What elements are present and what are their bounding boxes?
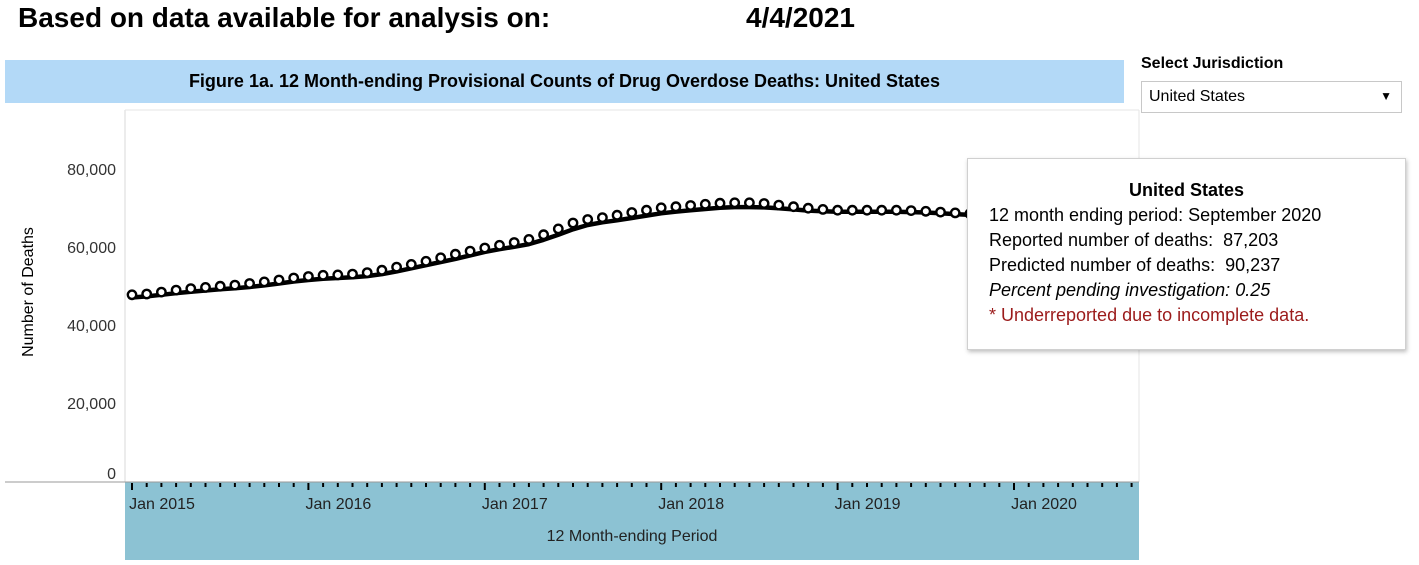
series-predicted-point: [626, 207, 638, 218]
series-predicted-point: [935, 206, 946, 218]
series-predicted-point: [435, 252, 447, 264]
series-predicted-point: [464, 245, 476, 257]
series-predicted-point: [449, 248, 461, 260]
x-tick-label: Jan 2016: [305, 496, 371, 513]
tooltip-pending-label: Percent pending investigation:: [989, 280, 1231, 300]
series-predicted-point: [229, 279, 241, 291]
series-predicted-point: [567, 217, 579, 229]
series-predicted-point: [214, 280, 226, 292]
y-tick-label: 60,000: [67, 240, 116, 257]
y-tick-label: 80,000: [67, 162, 116, 179]
series-predicted-point: [832, 204, 843, 216]
y-tick-label: 0: [107, 466, 116, 483]
series-predicted-point: [479, 242, 491, 254]
x-axis-title: 12 Month-ending Period: [547, 528, 718, 545]
series-predicted-point: [655, 202, 667, 214]
series-predicted-point: [155, 286, 167, 298]
x-tick-label: Jan 2017: [482, 496, 548, 513]
y-tick-label: 20,000: [67, 396, 116, 413]
triangle-down-icon[interactable]: ▼: [1380, 89, 1392, 103]
tooltip-pending-row: Percent pending investigation: 0.25: [989, 278, 1405, 303]
x-tick-label: Jan 2015: [129, 496, 195, 513]
tooltip-period-label: 12 month ending period:: [989, 205, 1184, 225]
tooltip-title: United States: [1128, 180, 1245, 200]
series-predicted-point: [185, 283, 197, 295]
series-predicted-point: [523, 233, 535, 245]
series-predicted-point: [361, 267, 373, 279]
x-tick-label: Jan 2019: [835, 496, 901, 513]
tooltip-reported-row: Reported number of deaths: 87,203: [989, 228, 1405, 253]
series-predicted-point: [141, 288, 153, 300]
x-tick-label: Jan 2018: [658, 496, 724, 513]
series-predicted-point: [288, 272, 300, 284]
data-tooltip: United States 12 month ending period: Se…: [967, 158, 1406, 350]
series-predicted-point: [332, 269, 344, 281]
series-predicted-point: [582, 214, 594, 225]
series-predicted-point: [699, 198, 711, 210]
series-predicted-point: [920, 205, 932, 217]
tooltip-predicted-row: Predicted number of deaths: 90,237: [989, 253, 1405, 278]
series-predicted-point: [846, 204, 858, 216]
series-predicted-point: [876, 204, 888, 216]
series-predicted-point: [670, 201, 682, 213]
series-predicted-point: [861, 204, 873, 216]
series-predicted-point: [611, 209, 623, 221]
series-predicted-point: [729, 197, 741, 209]
y-axis-title: Number of Deaths: [20, 227, 37, 357]
series-predicted-point: [244, 278, 256, 289]
series-predicted-point: [273, 274, 285, 286]
series-predicted-point: [597, 212, 608, 224]
series-predicted-point: [714, 197, 726, 209]
tooltip-period-value: September 2020: [1188, 205, 1322, 225]
series-predicted-point: [905, 205, 917, 217]
series-predicted-point: [641, 204, 652, 216]
series-predicted-point: [949, 207, 961, 219]
figure-title: Figure 1a. 12 Month-ending Provisional C…: [5, 60, 1124, 103]
series-predicted-point: [773, 199, 785, 211]
series-predicted-point: [758, 198, 770, 209]
tooltip-predicted-value: 90,237: [1225, 255, 1281, 275]
tooltip-period-row: 12 month ending period: September 2020: [989, 203, 1405, 228]
series-predicted-point: [685, 200, 696, 211]
jurisdiction-select[interactable]: United States ▼: [1141, 81, 1402, 113]
tooltip-predicted-label: Predicted number of deaths:: [989, 255, 1216, 275]
series-predicted-point: [802, 202, 814, 214]
tooltip-reported-value: 87,203: [1223, 230, 1279, 250]
series-predicted-point: [200, 281, 211, 293]
tooltip-pending-value: 0.25: [1235, 280, 1271, 300]
series-predicted-point: [347, 268, 358, 280]
report-header: Based on data available for analysis on:…: [18, 2, 855, 34]
jurisdiction-selected-value: United States: [1149, 88, 1246, 105]
series-predicted-point: [508, 237, 520, 248]
series-predicted-point: [552, 223, 564, 235]
series-predicted-point: [420, 255, 432, 267]
series-predicted-point: [788, 201, 799, 213]
tooltip-reported-label: Reported number of deaths:: [989, 230, 1214, 250]
tooltip-note: * Underreported due to incomplete data.: [989, 305, 1310, 325]
analysis-date: 4/4/2021: [746, 2, 855, 33]
series-predicted-point: [405, 258, 417, 270]
x-axis-band: [125, 482, 1139, 560]
header-label: Based on data available for analysis on:: [18, 2, 551, 33]
series-predicted-point: [376, 264, 388, 276]
x-tick-label: Jan 2020: [1011, 496, 1077, 513]
series-predicted-point: [494, 239, 505, 251]
jurisdiction-label: Select Jurisdiction: [1141, 55, 1284, 72]
series-predicted-point: [302, 271, 314, 282]
series-predicted-point: [817, 204, 829, 215]
series-predicted-point: [258, 276, 270, 288]
series-predicted-point: [744, 197, 755, 209]
series-predicted-point: [170, 284, 182, 296]
series-predicted-point: [538, 229, 549, 241]
series-predicted-point: [391, 261, 402, 273]
y-tick-label: 40,000: [67, 318, 116, 335]
series-predicted-point: [317, 269, 329, 281]
series-predicted-point: [891, 204, 902, 216]
series-predicted-point: [126, 289, 138, 301]
